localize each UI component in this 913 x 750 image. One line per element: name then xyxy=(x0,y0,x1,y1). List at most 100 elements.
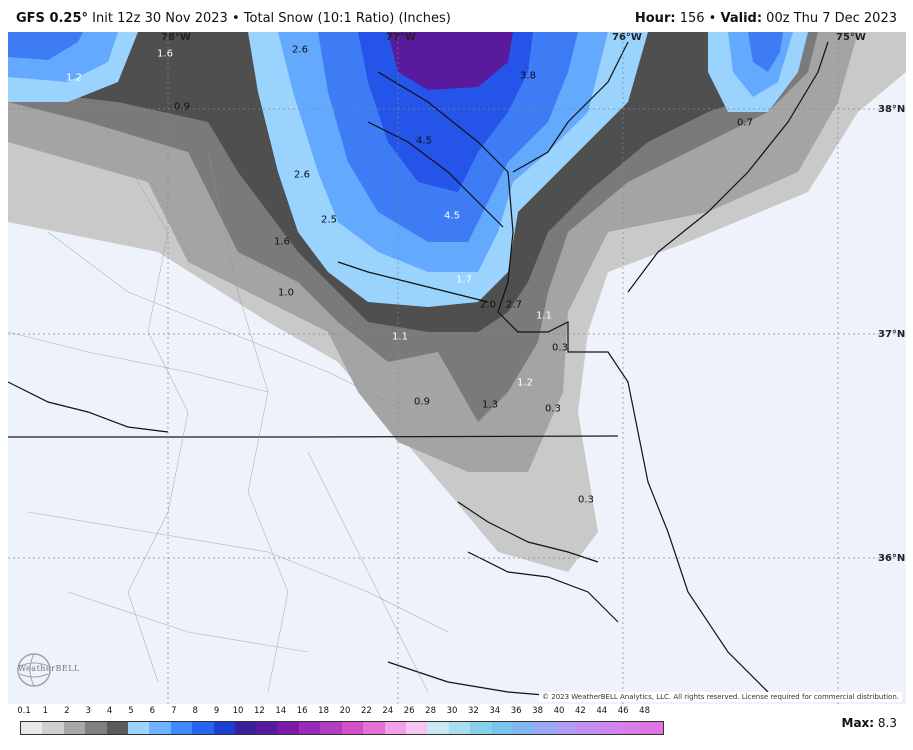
lon-label-75: 75°W xyxy=(836,32,866,43)
scale-tick-label: 4 xyxy=(106,706,113,716)
snow-value: 2.7 xyxy=(506,299,522,311)
init-time: Init 12z 30 Nov 2023 xyxy=(92,11,228,26)
scale-tick-label: 18 xyxy=(318,706,330,716)
scale-tick-label: 24 xyxy=(382,706,394,716)
map-shading xyxy=(8,32,906,704)
lat-label-38: 38°N xyxy=(878,104,906,115)
snow-value: 0.7 xyxy=(737,117,753,129)
scale-tick-label: 8 xyxy=(192,706,198,716)
snow-value: 1.6 xyxy=(157,48,173,60)
scale-tick-label: 42 xyxy=(574,706,586,716)
scale-swatch xyxy=(363,722,385,734)
scale-swatch xyxy=(256,722,278,734)
snow-value: 2.5 xyxy=(321,214,337,226)
scale-swatch xyxy=(534,722,556,734)
scale-swatch xyxy=(85,722,107,734)
scale-swatch xyxy=(170,722,193,734)
scale-swatch xyxy=(470,722,492,734)
scale-tick-label: 28 xyxy=(425,706,437,716)
snow-value: 0.3 xyxy=(545,403,561,415)
scale-tick-label: 16 xyxy=(296,706,308,716)
scale-swatch xyxy=(192,722,214,734)
logo-globe-icon xyxy=(17,653,51,687)
scale-tick-label: 3 xyxy=(85,706,91,716)
scale-tick-labels: 0.1 1 2 3 4 5 6 7 8 9 10 12 14 16 18 20 22 24 26 28 30 32 34 36… xyxy=(16,706,656,718)
scale-tick-label: 10 xyxy=(232,706,244,716)
max-value: 8.3 xyxy=(877,716,897,730)
scale-swatch xyxy=(406,722,428,734)
scale-tick-label: 2 xyxy=(64,706,70,716)
scale-tick-label: 32 xyxy=(467,706,479,716)
scale-tick-label: 44 xyxy=(596,706,608,716)
snow-value: 1.7 xyxy=(456,274,472,286)
snow-value: 1.3 xyxy=(482,399,498,411)
scale-tick-label: 26 xyxy=(403,706,415,716)
snow-value: 2.6 xyxy=(292,44,308,56)
snow-value: 4.5 xyxy=(444,210,460,222)
snow-value: 2.0 xyxy=(480,299,496,311)
scale-swatch xyxy=(21,722,43,734)
scale-tick-label: 36 xyxy=(510,706,522,716)
scale-tick-label: 9 xyxy=(213,706,220,716)
scale-swatch xyxy=(42,722,64,734)
scale-swatch xyxy=(577,722,599,734)
scale-tick-label: 5 xyxy=(128,706,134,716)
valid-time: 00z Thu 7 Dec 2023 xyxy=(766,11,897,26)
scale-swatch xyxy=(149,722,171,734)
scale-swatch xyxy=(299,722,321,734)
snow-value: 0.9 xyxy=(414,396,430,408)
snow-value: 1.2 xyxy=(66,72,82,84)
snow-value: 1.1 xyxy=(536,310,552,322)
scale-swatch xyxy=(234,722,257,734)
scale-swatch xyxy=(491,722,513,734)
scale-tick-label: 40 xyxy=(553,706,565,716)
scale-tick-label: 30 xyxy=(446,706,458,716)
scale-swatch xyxy=(427,722,449,734)
scale-swatch xyxy=(641,722,663,734)
header-title: GFS 0.25° Init 12z 30 Nov 2023 • Total S… xyxy=(16,11,451,26)
scale-swatch xyxy=(277,722,300,734)
snow-value: 1.0 xyxy=(278,287,294,299)
product-name: Total Snow (10:1 Ratio) (Inches) xyxy=(243,11,451,26)
scale-swatch xyxy=(127,722,150,734)
scale-swatch xyxy=(512,722,535,734)
scale-swatch xyxy=(320,722,342,734)
snow-value: 1.2 xyxy=(517,377,533,389)
scale-swatch xyxy=(106,722,128,734)
scale-tick-label: 20 xyxy=(339,706,351,716)
snow-value: 2.6 xyxy=(294,169,310,181)
header-bar: GFS 0.25° Init 12z 30 Nov 2023 • Total S… xyxy=(0,0,913,32)
scale-tick-label: 46 xyxy=(617,706,629,716)
scale-swatch xyxy=(63,722,86,734)
snow-value: 4.5 xyxy=(416,135,432,147)
snow-value: 0.3 xyxy=(578,494,594,506)
scale-swatch xyxy=(448,722,471,734)
lon-label-78: 78°W xyxy=(161,32,191,43)
color-scale-legend: 0.1 1 2 3 4 5 6 7 8 9 10 12 14 16 18 20 22 24 26 28 30 32 34 36… xyxy=(16,706,666,746)
max-readout: Max: 8.3 xyxy=(841,716,898,730)
scale-tick-label: 48 xyxy=(639,706,651,716)
lon-label-76: 76°W xyxy=(612,32,642,43)
scale-swatches xyxy=(20,721,664,735)
snowfall-map: 78°W 77°W 76°W 75°W 38°N 37°N 36°N 1.2 1… xyxy=(8,32,906,704)
scale-swatch xyxy=(619,722,642,734)
scale-tick-label: 38 xyxy=(532,706,544,716)
weatherbell-logo: WeatherBELL xyxy=(14,650,96,690)
scale-swatch xyxy=(213,722,235,734)
snow-value: 0.9 xyxy=(174,101,190,113)
forecast-hour: 156 xyxy=(679,11,705,26)
scale-swatch xyxy=(341,722,364,734)
scale-tick-label: 22 xyxy=(360,706,372,716)
lat-label-37: 37°N xyxy=(878,329,906,340)
scale-tick-label: 0.1 xyxy=(17,706,31,716)
scale-tick-label: 1 xyxy=(42,706,49,716)
lat-label-36: 36°N xyxy=(878,553,906,564)
scale-tick-label: 34 xyxy=(489,706,501,716)
scale-swatch xyxy=(384,722,407,734)
scale-swatch xyxy=(555,722,578,734)
snow-value: 0.3 xyxy=(552,342,568,354)
snow-value: 3.8 xyxy=(520,70,536,82)
scale-tick-label: 6 xyxy=(149,706,156,716)
scale-tick-label: 12 xyxy=(253,706,265,716)
snow-value: 1.6 xyxy=(274,236,290,248)
